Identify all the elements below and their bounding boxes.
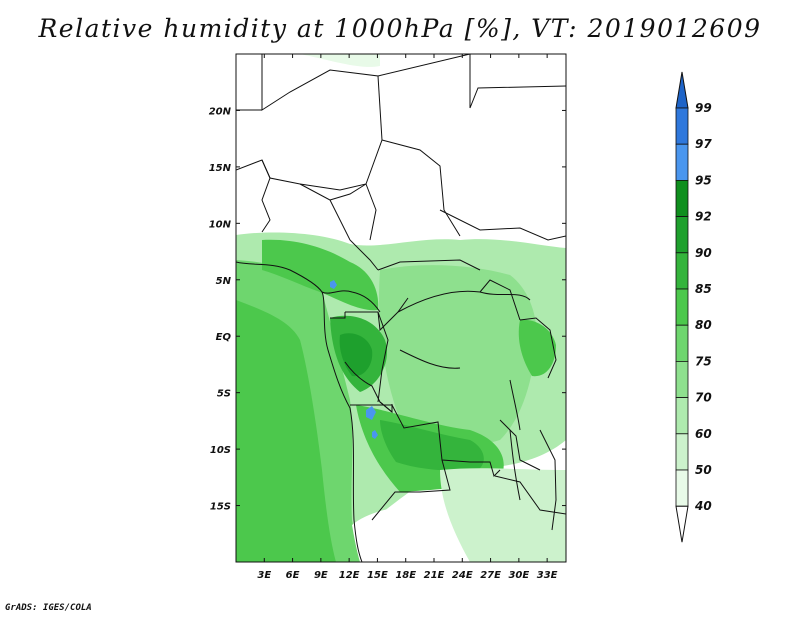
- colorbar-segment: [675, 360, 689, 398]
- map-title: Relative humidity at 1000hPa [%], VT: 20…: [38, 14, 762, 43]
- lon-tick-label: 6E: [286, 570, 300, 581]
- lat-tick-label: 5S: [217, 389, 231, 400]
- lat-tick-label: 10S: [210, 445, 231, 456]
- colorbar-label: 92: [695, 210, 712, 224]
- lon-tick-label: 30E: [508, 570, 529, 581]
- colorbar-label: 97: [695, 137, 712, 151]
- humidity-map: 20N 15N 10N 5N EQ 5S 10S 15S 3E 6E 9E 12E 15E 18E 21E…: [209, 53, 712, 581]
- dry-region-namibia: [352, 506, 456, 562]
- colorbar-label: 99: [695, 101, 712, 115]
- colorbar-segment: [675, 107, 689, 145]
- lon-tick-label: 15E: [367, 570, 388, 581]
- humidity-region-southeast: [440, 468, 566, 562]
- longitude-axis: 3E 6E 9E 12E 15E 18E 21E 24E 27E 30E 33E: [257, 54, 558, 581]
- lon-tick-label: 18E: [395, 570, 416, 581]
- colorbar-segment: [675, 433, 689, 471]
- colorbar-label: 85: [695, 282, 712, 296]
- lake-patch-1: [366, 406, 376, 420]
- colorbar-label: 50: [695, 463, 712, 477]
- lat-tick-label: 10N: [209, 219, 232, 230]
- colorbar-segment: [675, 179, 689, 217]
- lon-tick-label: 27E: [480, 570, 501, 581]
- humidity-region-angola-core: [380, 420, 484, 471]
- colorbar-segment: [675, 397, 689, 435]
- colorbar-top-arrow: [675, 71, 689, 109]
- lake-patch-3: [330, 280, 337, 289]
- lon-tick-label: 9E: [314, 570, 328, 581]
- humidity-region-coast: [262, 239, 379, 311]
- lake-patch-2: [372, 430, 378, 439]
- colorbar-label: 80: [695, 318, 712, 332]
- colorbar-segment: [675, 288, 689, 326]
- colorbar-label: 90: [695, 246, 712, 260]
- lat-tick-label: 5N: [216, 276, 232, 287]
- colorbar-segment: [675, 143, 689, 181]
- lon-tick-label: 21E: [424, 570, 445, 581]
- coastlines-borders: [236, 54, 566, 562]
- colorbar-bottom-arrow: [675, 505, 689, 543]
- dry-region-north: [236, 54, 566, 246]
- colorbar-segment: [675, 469, 689, 507]
- colorbar-segment: [675, 252, 689, 290]
- lon-tick-label: 24E: [452, 570, 473, 581]
- latitude-axis: 20N 15N 10N 5N EQ 5S 10S 15S: [209, 106, 566, 513]
- colorbar-label: 40: [694, 499, 712, 513]
- lat-tick-label: 15S: [210, 502, 231, 513]
- moist-patch-north: [300, 54, 380, 67]
- humidity-region-ocean-dark: [236, 300, 336, 562]
- colorbar: 99 97 95 92 90 85 80 75 70 60 50 40: [675, 71, 712, 543]
- humidity-field: [236, 54, 566, 562]
- lat-tick-label: EQ: [216, 332, 232, 343]
- colorbar-label: 60: [695, 427, 712, 441]
- colorbar-label: 95: [695, 173, 712, 187]
- lon-tick-label: 3E: [257, 570, 271, 581]
- colorbar-segment: [675, 216, 689, 254]
- grads-credit: GrADS: IGES/COLA: [5, 603, 92, 613]
- colorbar-segment: [675, 324, 689, 362]
- lat-tick-label: 15N: [209, 163, 232, 174]
- map-frame: [235, 53, 567, 563]
- humidity-region-congo: [379, 265, 537, 444]
- lon-tick-label: 33E: [537, 570, 558, 581]
- lon-tick-label: 12E: [339, 570, 360, 581]
- colorbar-label: 70: [695, 391, 712, 405]
- humidity-region-lake-victoria: [518, 319, 556, 377]
- colorbar-label: 75: [695, 354, 712, 368]
- lat-tick-label: 20N: [209, 106, 232, 117]
